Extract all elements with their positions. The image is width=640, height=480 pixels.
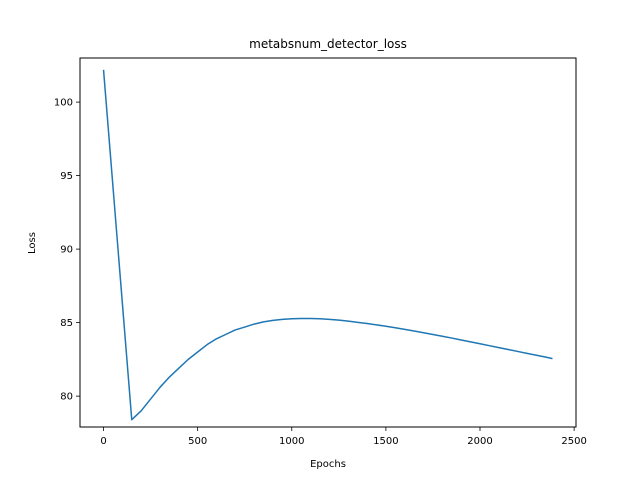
series-line-0 (102, 69, 553, 421)
y-axis-label: Loss (27, 232, 38, 254)
x-tick-label: 500 (188, 436, 207, 447)
x-tick-label: 2500 (561, 436, 586, 447)
plot-frame (79, 57, 577, 428)
y-tick-label: 80 (60, 392, 73, 403)
y-tick-label: 90 (60, 245, 73, 256)
chart-title: metabsnum_detector_loss (249, 37, 407, 51)
y-axis: 80 85 90 95 100 (54, 98, 80, 403)
plot-area (102, 69, 553, 421)
x-axis: 0 500 1000 1500 2000 2500 (100, 427, 587, 447)
x-tick-label: 1000 (279, 436, 304, 447)
x-tick-label: 0 (100, 436, 106, 447)
y-tick-label: 95 (60, 171, 73, 182)
x-tick-label: 2000 (467, 436, 492, 447)
y-tick-label: 100 (54, 98, 73, 109)
y-tick-label: 85 (60, 318, 73, 329)
x-tick-label: 1500 (373, 436, 398, 447)
x-axis-label: Epochs (310, 459, 346, 470)
